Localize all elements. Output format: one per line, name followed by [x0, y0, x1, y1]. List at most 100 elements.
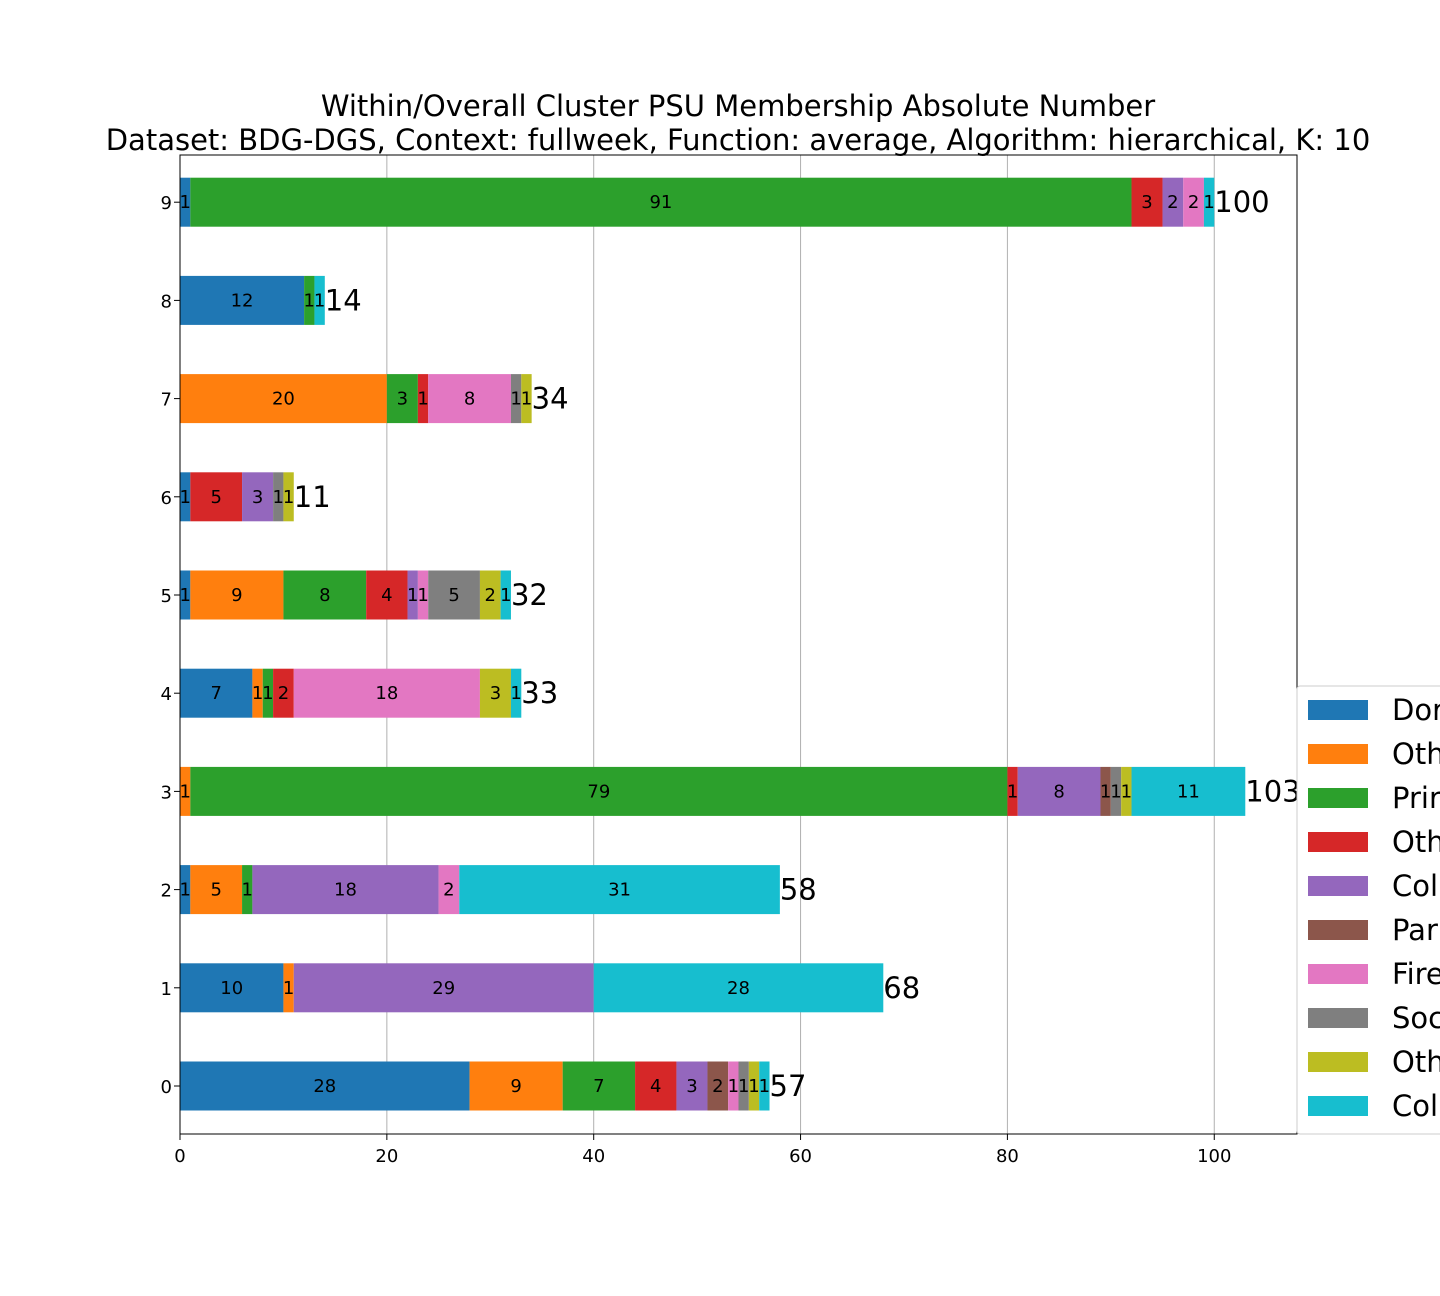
- data-label: 1: [283, 978, 294, 999]
- bar-segment: [262, 668, 274, 718]
- bar-segment: [180, 570, 191, 620]
- legend-swatch: [1308, 964, 1368, 984]
- legend-label: Oth: [1392, 825, 1440, 859]
- bar-segment: [386, 374, 418, 424]
- bar-segment: [635, 1061, 677, 1111]
- bar-segment: [180, 1061, 470, 1111]
- bar-segment: [1131, 766, 1246, 816]
- data-label: 4: [650, 1076, 661, 1097]
- bar-segment: [428, 374, 511, 424]
- data-label: 1: [738, 1076, 749, 1097]
- total-label: 57: [770, 1069, 807, 1103]
- data-label: 79: [587, 781, 610, 802]
- legend-label: Oth: [1392, 737, 1440, 771]
- bar-segment: [283, 472, 294, 522]
- bar-segment: [180, 472, 191, 522]
- data-label: 2: [1188, 192, 1199, 213]
- bar-segment: [1183, 177, 1204, 227]
- legend-label: Par: [1392, 913, 1438, 947]
- y-tick-label: 5: [161, 586, 172, 607]
- legend-label: Fire: [1392, 957, 1440, 991]
- bar-segment: [459, 865, 780, 915]
- data-label: 31: [608, 880, 631, 901]
- bar-segment: [273, 668, 294, 718]
- bar-segment: [304, 275, 315, 325]
- data-label: 12: [231, 290, 254, 311]
- legend-label: Col: [1392, 1089, 1438, 1123]
- data-label: 9: [231, 585, 242, 606]
- bar-segment: [1017, 766, 1101, 816]
- legend-swatch: [1308, 788, 1368, 808]
- data-label: 1: [179, 880, 190, 901]
- bar-segment: [479, 668, 511, 718]
- bar-segment: [728, 1061, 739, 1111]
- total-label: 103: [1245, 774, 1300, 808]
- data-label: 1: [179, 585, 190, 606]
- data-label: 9: [510, 1076, 521, 1097]
- bar-segment: [180, 374, 387, 424]
- legend-label: Dor: [1392, 693, 1440, 727]
- data-label: 3: [490, 683, 501, 704]
- legend-label: Col: [1392, 869, 1438, 903]
- data-label: 2: [485, 585, 496, 606]
- bar-segment: [1121, 766, 1132, 816]
- x-tick-label: 100: [1197, 1146, 1231, 1167]
- data-label: 1: [728, 1076, 739, 1097]
- y-tick-label: 0: [161, 1077, 172, 1098]
- x-tick-label: 40: [582, 1146, 605, 1167]
- bar-segment: [283, 963, 294, 1013]
- total-label: 11: [294, 480, 331, 514]
- data-label: 11: [1177, 781, 1200, 802]
- bar-segment: [1162, 177, 1184, 227]
- data-label: 1: [1121, 781, 1132, 802]
- data-label: 1: [283, 487, 294, 508]
- plot-frame: [179, 154, 1298, 1135]
- bar-segment: [510, 374, 522, 424]
- bar-segment: [593, 963, 884, 1013]
- bar-segment: [479, 570, 501, 620]
- data-label: 7: [210, 683, 221, 704]
- bar-segment: [252, 668, 263, 718]
- y-tick-label: 7: [161, 390, 172, 411]
- data-label: 1: [242, 880, 253, 901]
- data-label: 3: [397, 389, 408, 410]
- bar-segment: [407, 570, 418, 620]
- x-tick-label: 20: [375, 1146, 398, 1167]
- bar-segment: [759, 1061, 770, 1111]
- bar-segment: [190, 177, 1132, 227]
- bar-segment: [1100, 766, 1111, 816]
- chart-title: Within/Overall Cluster PSU Membership Ab…: [321, 89, 1155, 123]
- bar-segment: [1131, 177, 1163, 227]
- bar-segment: [438, 865, 460, 915]
- bar-segment: [190, 865, 243, 915]
- bar-segment: [242, 865, 253, 915]
- bar-segment: [283, 570, 367, 620]
- data-label: 5: [210, 880, 221, 901]
- bar-segment: [180, 865, 191, 915]
- legend-label: Soc: [1392, 1001, 1440, 1035]
- total-label: 32: [511, 578, 548, 612]
- x-tick-label: 60: [789, 1146, 812, 1167]
- data-label: 2: [278, 683, 289, 704]
- data-label: 1: [407, 585, 418, 606]
- data-label: 20: [272, 389, 295, 410]
- bar-segment: [738, 1061, 749, 1111]
- data-label: 7: [593, 1076, 604, 1097]
- legend-swatch: [1308, 700, 1368, 720]
- bar-segment: [1007, 766, 1018, 816]
- y-tick-label: 9: [161, 193, 172, 214]
- data-label: 18: [334, 880, 357, 901]
- data-label: 1: [1007, 781, 1018, 802]
- data-label: 1: [417, 389, 428, 410]
- total-label: 34: [532, 382, 569, 416]
- bar-segment: [293, 668, 480, 718]
- data-label: 28: [313, 1076, 336, 1097]
- bar-segment: [190, 472, 243, 522]
- data-label: 3: [252, 487, 263, 508]
- bar-segment: [180, 275, 305, 325]
- data-label: 18: [375, 683, 398, 704]
- data-label: 91: [649, 192, 672, 213]
